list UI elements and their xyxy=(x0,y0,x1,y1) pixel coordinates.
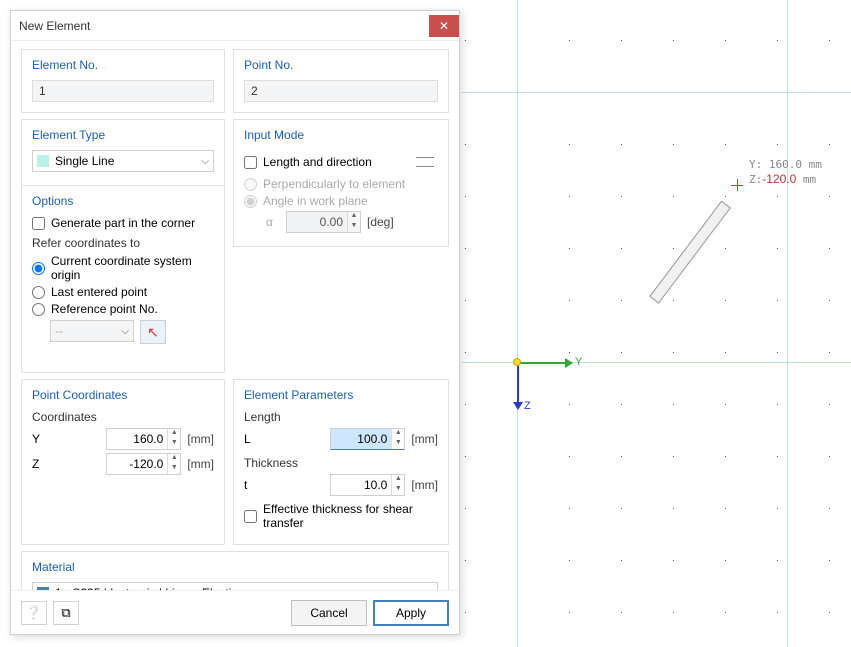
unit-label: [mm] xyxy=(411,432,438,446)
new-element-dialog: New Element ✕ Element No. Point No. Elem… xyxy=(10,10,460,635)
length-input[interactable] xyxy=(331,429,391,449)
y-label: Y xyxy=(32,432,44,446)
material-swatch xyxy=(37,587,49,590)
type-swatch xyxy=(37,155,49,167)
panel-title: Options xyxy=(32,194,214,208)
eff-thickness-checkbox[interactable] xyxy=(244,510,257,523)
thickness-input[interactable] xyxy=(331,475,391,495)
material-select[interactable]: 1 - S235 | Isotropic | Linear Elastic ⌵ xyxy=(32,582,438,590)
axis-y-label: Y xyxy=(575,356,582,368)
z-spinner[interactable]: ▲▼ xyxy=(106,453,181,475)
grid-v-line xyxy=(787,0,788,647)
axis-z xyxy=(517,362,519,404)
titlebar[interactable]: New Element ✕ xyxy=(11,11,459,41)
l-label: L xyxy=(244,432,256,446)
pick-point-button[interactable]: ↖ xyxy=(140,320,166,344)
swap-icon-button[interactable] xyxy=(412,150,438,174)
unit-label: [mm] xyxy=(187,432,214,446)
drawing-viewport[interactable]: Y Z Y: 160.0 mm Z:-120.0 mm xyxy=(462,0,851,647)
refer-label: Refer coordinates to xyxy=(32,236,214,250)
y-spinner[interactable]: ▲▼ xyxy=(106,428,181,450)
y-input[interactable] xyxy=(107,429,167,449)
ref-last-radio[interactable] xyxy=(32,286,45,299)
element-preview xyxy=(649,201,731,304)
ref-origin-radio[interactable] xyxy=(32,262,45,275)
angle-plane-radio xyxy=(244,195,257,208)
input-mode-panel: Input Mode Length and direction Perpendi… xyxy=(233,119,449,247)
perp-radio xyxy=(244,178,257,191)
panel-title: Input Mode xyxy=(244,128,438,142)
axis-z-label: Z xyxy=(524,400,531,412)
alpha-spinner: ▲▼ xyxy=(286,211,361,233)
point-no-input[interactable] xyxy=(244,80,438,102)
chevron-down-icon: ⌵ xyxy=(121,326,129,337)
panel-title: Material xyxy=(32,560,438,574)
cancel-button[interactable]: Cancel xyxy=(291,600,367,626)
element-no-panel: Element No. xyxy=(21,49,225,113)
thickness-label: Thickness xyxy=(244,456,438,470)
cursor-coord-y: Y: 160.0 mm xyxy=(749,158,822,171)
checkbox-label: Length and direction xyxy=(263,155,372,169)
apply-button[interactable]: Apply xyxy=(373,600,449,626)
element-params-panel: Element Parameters Length L ▲▼ [mm] Thic… xyxy=(233,379,449,545)
z-input[interactable] xyxy=(107,454,167,474)
z-label: Z xyxy=(32,457,44,471)
coords-label: Coordinates xyxy=(32,410,214,424)
ref-point-select: -- ⌵ xyxy=(50,320,134,342)
dialog-footer: ❔ ⧉ Cancel Apply xyxy=(11,590,459,634)
t-label: t xyxy=(244,478,256,492)
select-value: 1 - S235 | Isotropic | Linear Elastic xyxy=(55,586,237,590)
point-coords-panel: Point Coordinates Coordinates Y ▲▼ [mm] … xyxy=(21,379,225,545)
radio-label: Perpendicularly to element xyxy=(263,177,405,191)
grid-v-line xyxy=(517,0,518,647)
panel-title: Element No. xyxy=(32,58,214,72)
alpha-label: α xyxy=(266,215,280,229)
select-value: -- xyxy=(55,324,63,338)
unit-label: [mm] xyxy=(411,478,438,492)
axis-z-arrow xyxy=(513,402,523,410)
unit-label: [deg] xyxy=(367,215,394,229)
panel-title: Point No. xyxy=(244,58,438,72)
settings-button[interactable]: ⧉ xyxy=(53,601,79,625)
origin-marker xyxy=(513,358,521,366)
chevron-down-icon: ⌵ xyxy=(201,156,209,167)
cursor-cross-v xyxy=(737,179,738,191)
thickness-spinner[interactable]: ▲▼ xyxy=(330,474,405,496)
checkbox-label: Effective thickness for shear transfer xyxy=(263,502,438,530)
select-value: Single Line xyxy=(55,154,114,168)
radio-label: Current coordinate system origin xyxy=(51,254,214,282)
close-button[interactable]: ✕ xyxy=(429,15,459,37)
length-spinner[interactable]: ▲▼ xyxy=(330,428,405,450)
panel-title: Element Type xyxy=(32,128,214,142)
length-label: Length xyxy=(244,410,438,424)
point-no-panel: Point No. xyxy=(233,49,449,113)
ref-point-radio[interactable] xyxy=(32,303,45,316)
generate-part-checkbox[interactable] xyxy=(32,217,45,230)
options-panel: Options Generate part in the corner Refe… xyxy=(21,185,225,373)
radio-label: Last entered point xyxy=(51,285,147,299)
axis-y-arrow xyxy=(565,358,573,368)
length-direction-checkbox[interactable] xyxy=(244,156,257,169)
grid-h-line xyxy=(462,92,851,93)
radio-label: Reference point No. xyxy=(51,302,158,316)
unit-label: [mm] xyxy=(187,457,214,471)
panel-title: Element Parameters xyxy=(244,388,438,402)
panel-title: Point Coordinates xyxy=(32,388,214,402)
material-panel: Material 1 - S235 | Isotropic | Linear E… xyxy=(21,551,449,590)
radio-label: Angle in work plane xyxy=(263,194,368,208)
alpha-input xyxy=(287,212,347,232)
element-no-input[interactable] xyxy=(32,80,214,102)
element-type-select[interactable]: Single Line ⌵ xyxy=(32,150,214,172)
cursor-coord-z: Z:-120.0 mm xyxy=(749,172,816,186)
help-button[interactable]: ❔ xyxy=(21,601,47,625)
checkbox-label: Generate part in the corner xyxy=(51,216,195,230)
dialog-title: New Element xyxy=(19,19,429,33)
axis-y xyxy=(517,362,567,364)
chevron-down-icon: ⌵ xyxy=(425,588,433,591)
